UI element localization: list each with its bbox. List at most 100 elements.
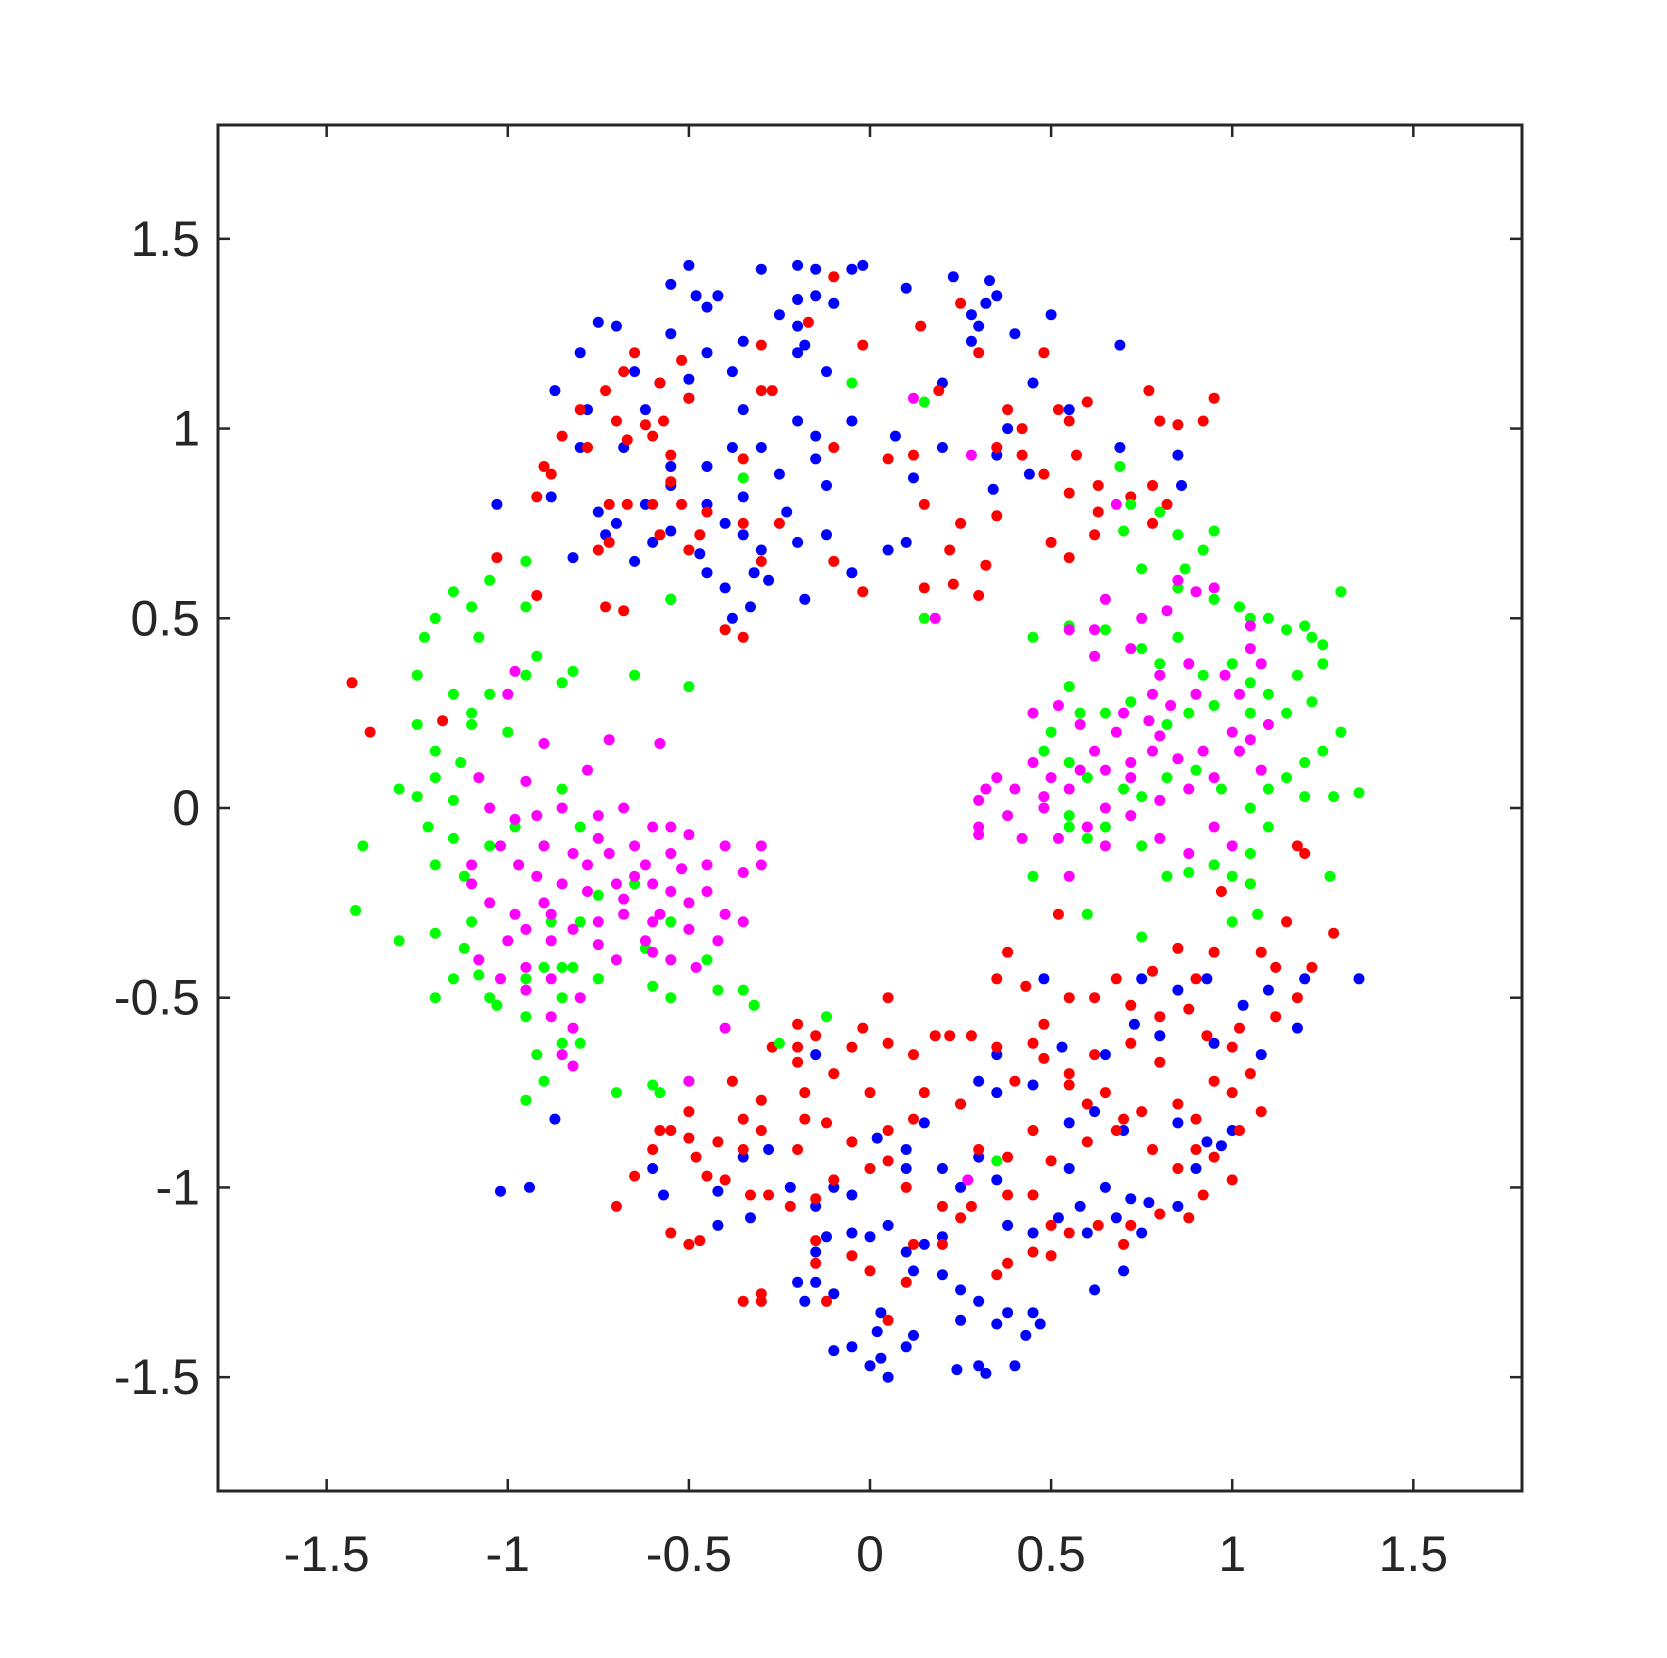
data-point <box>484 802 496 814</box>
data-point <box>810 1049 822 1061</box>
data-point <box>1052 832 1064 844</box>
data-point <box>574 992 586 1004</box>
data-point <box>792 1144 804 1155</box>
data-point <box>1291 840 1303 852</box>
data-point <box>719 517 731 529</box>
data-point <box>973 1151 985 1163</box>
data-point <box>1161 498 1173 510</box>
data-point <box>792 347 804 359</box>
data-point <box>1226 840 1238 852</box>
data-point <box>1063 1117 1075 1129</box>
data-point <box>936 1200 948 1212</box>
data-point <box>1208 1075 1220 1087</box>
data-point <box>936 1231 948 1243</box>
data-point <box>857 586 869 598</box>
data-point <box>1208 700 1220 711</box>
data-point <box>592 973 604 985</box>
data-point <box>1306 961 1318 973</box>
data-point <box>864 1231 876 1243</box>
data-point <box>821 1011 832 1023</box>
data-point <box>683 897 695 909</box>
data-point <box>1244 643 1256 655</box>
data-point <box>1262 612 1274 624</box>
data-point <box>574 347 586 359</box>
data-point <box>799 1113 811 1125</box>
data-point <box>882 1125 894 1136</box>
data-point <box>748 567 760 579</box>
data-point <box>701 1170 713 1182</box>
data-point <box>918 396 930 408</box>
data-point <box>393 935 405 947</box>
data-point <box>1099 840 1111 852</box>
data-point <box>1335 586 1347 598</box>
data-point <box>864 1360 876 1372</box>
data-point <box>955 1098 967 1110</box>
data-point <box>1027 707 1039 719</box>
data-point <box>647 430 659 442</box>
y-tick-label: 1 <box>172 401 200 457</box>
data-point <box>531 810 543 822</box>
data-point <box>755 263 767 275</box>
data-point <box>639 404 651 416</box>
data-point <box>1172 631 1184 643</box>
data-point <box>437 715 449 727</box>
data-point <box>1038 973 1050 985</box>
data-point <box>447 794 459 806</box>
data-point <box>1002 1257 1014 1269</box>
data-point <box>639 419 651 431</box>
data-point <box>701 567 713 579</box>
data-point <box>1045 536 1057 548</box>
data-point <box>1002 404 1014 416</box>
data-point <box>936 1238 948 1250</box>
data-point <box>1002 1189 1014 1201</box>
data-point <box>810 1200 822 1212</box>
data-point <box>1089 650 1101 662</box>
data-point <box>520 1011 532 1023</box>
x-axis-tick-labels: -1.5 -1 -0.5 0 0.5 1 1.5 <box>284 1526 1449 1582</box>
x-tick-label: 0 <box>856 1526 884 1582</box>
data-point <box>1226 870 1238 882</box>
data-point <box>1125 1037 1137 1049</box>
data-point <box>364 726 376 738</box>
data-point <box>658 1189 669 1201</box>
data-point <box>810 1246 822 1258</box>
data-point <box>665 954 677 966</box>
data-point <box>1089 1106 1101 1118</box>
data-point <box>1081 1098 1093 1110</box>
data-point <box>737 404 749 416</box>
data-point <box>1125 1219 1137 1231</box>
data-point <box>1197 1189 1209 1201</box>
data-point <box>1143 385 1155 397</box>
data-point <box>1125 1193 1137 1205</box>
data-point <box>799 1087 811 1099</box>
data-point <box>1110 973 1122 985</box>
data-point <box>821 529 832 541</box>
data-point <box>755 385 767 397</box>
data-point <box>1234 745 1245 757</box>
data-point <box>466 916 478 928</box>
data-point <box>1136 643 1148 655</box>
data-point <box>1262 821 1274 833</box>
data-point <box>484 840 496 852</box>
data-point <box>1128 1018 1140 1030</box>
data-point <box>473 772 485 784</box>
data-point <box>531 590 543 601</box>
data-point <box>567 1022 579 1034</box>
data-point <box>1208 1037 1220 1049</box>
data-point <box>538 840 550 852</box>
data-point <box>665 992 677 1004</box>
data-point <box>821 366 832 378</box>
data-point <box>621 434 633 446</box>
data-point <box>955 297 967 309</box>
data-point <box>1045 1155 1057 1167</box>
data-point <box>629 1170 641 1182</box>
x-tick-label: 1 <box>1218 1526 1246 1582</box>
data-point <box>1190 586 1202 598</box>
data-point <box>502 688 514 700</box>
data-point <box>1201 1136 1213 1148</box>
data-point <box>520 775 532 787</box>
data-point <box>1299 757 1311 768</box>
data-point <box>654 529 666 541</box>
data-point <box>592 316 604 328</box>
data-point <box>1234 688 1245 700</box>
